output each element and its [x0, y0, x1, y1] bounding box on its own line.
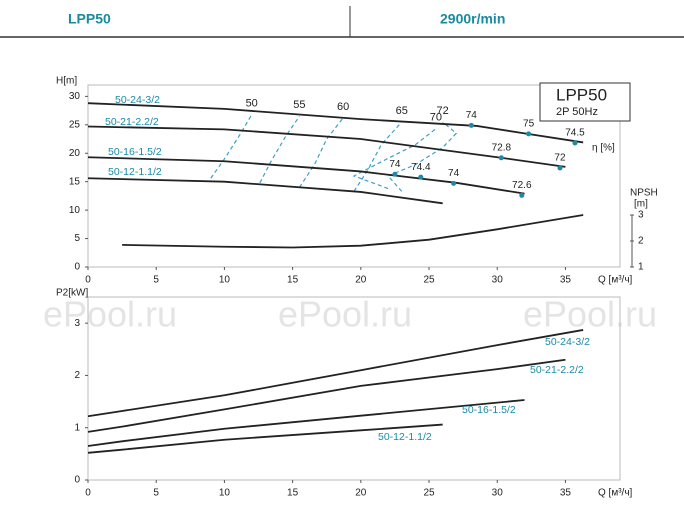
efficiency-label: η [%] — [592, 143, 615, 154]
y2-tick-label: 3 — [638, 210, 644, 221]
y-tick-label: 3 — [74, 318, 80, 329]
efficiency-point-label: 74 — [448, 168, 460, 179]
x-tick-label: 20 — [355, 275, 367, 286]
legend-subtitle: 2P 50Hz — [556, 106, 598, 118]
x-tick-label: 5 — [153, 488, 159, 499]
y-tick-label: 30 — [69, 91, 81, 102]
x-tick-label: 10 — [219, 488, 231, 499]
header-speed: 2900r/min — [440, 11, 505, 27]
efficiency-point-label: 75 — [523, 119, 535, 130]
y-tick-label: 2 — [74, 370, 80, 381]
y-tick-label: 0 — [74, 475, 80, 486]
x-tick-label: 0 — [85, 275, 91, 286]
series-label: 50-21-2.2/2 — [530, 364, 584, 376]
efficiency-point — [468, 122, 474, 128]
efficiency-point — [572, 140, 578, 146]
efficiency-contour — [298, 117, 344, 188]
watermark: ePool.ru — [43, 294, 177, 335]
efficiency-point — [418, 174, 424, 180]
x-tick-label: 15 — [287, 275, 299, 286]
y-tick-label: 0 — [74, 262, 80, 273]
contour-label: 72 — [437, 105, 449, 117]
y2-axis-unit: [m] — [634, 199, 648, 210]
x-tick-label: 35 — [560, 275, 572, 286]
x-axis-label: Q [м³/ч] — [598, 488, 633, 499]
series-line — [87, 329, 584, 418]
y2-tick-label: 2 — [638, 236, 644, 247]
efficiency-point — [392, 171, 398, 177]
series-label: 50-12-1.1/2 — [108, 166, 162, 178]
series-line — [87, 125, 566, 168]
series-line — [87, 156, 525, 195]
efficiency-point-label: 74.4 — [411, 162, 431, 173]
x-tick-label: 25 — [423, 488, 435, 499]
x-tick-label: 20 — [355, 488, 367, 499]
y-tick-label: 10 — [69, 205, 81, 216]
series-line — [87, 423, 443, 454]
y-tick-label: 1 — [74, 422, 80, 433]
plot-frame — [87, 296, 621, 481]
efficiency-contour — [210, 114, 253, 179]
y-tick-label: 25 — [69, 119, 81, 130]
legend-title: LPP50 — [556, 85, 607, 104]
series-line — [122, 214, 584, 249]
efficiency-point — [519, 192, 525, 198]
series-line — [87, 358, 566, 433]
efficiency-point-label: 74 — [389, 159, 401, 170]
contour-label: 50 — [246, 97, 258, 109]
contour-label: 65 — [396, 105, 408, 117]
legend-box — [539, 82, 631, 122]
y2-axis-label: NPSH — [630, 188, 658, 199]
contour-label: 60 — [337, 101, 349, 113]
series-label: 50-16-1.5/2 — [462, 404, 516, 416]
x-tick-label: 10 — [219, 275, 231, 286]
x-tick-label: 25 — [423, 275, 435, 286]
y-tick-label: 20 — [69, 148, 81, 159]
header-model: LPP50 — [68, 11, 111, 27]
x-tick-label: 15 — [287, 488, 299, 499]
efficiency-contour — [387, 121, 458, 192]
efficiency-point — [451, 180, 457, 186]
series-label: 50-24-3/2 — [115, 94, 160, 106]
x-tick-label: 5 — [153, 275, 159, 286]
efficiency-point — [557, 165, 563, 171]
x-axis-label: Q [м³/ч] — [598, 275, 633, 286]
efficiency-point — [498, 155, 504, 161]
efficiency-point-label: 72.8 — [492, 142, 512, 153]
efficiency-point-label: 72.6 — [512, 180, 532, 191]
contour-label: 55 — [293, 99, 305, 111]
efficiency-point-label: 74.5 — [565, 128, 585, 139]
x-tick-label: 35 — [560, 488, 572, 499]
series-label: 50-21-2.2/2 — [105, 116, 159, 128]
series-label: 50-24-3/2 — [545, 336, 590, 348]
contour-label: 70 — [430, 112, 442, 124]
series-line — [87, 102, 584, 144]
x-tick-label: 0 — [85, 488, 91, 499]
series-label: 50-12-1.1/2 — [378, 431, 432, 443]
y-tick-label: 5 — [74, 233, 80, 244]
series-label: 50-16-1.5/2 — [108, 146, 162, 158]
efficiency-point-label: 74 — [466, 110, 478, 121]
watermark: ePool.ru — [523, 294, 657, 335]
watermark: ePool.ru — [278, 294, 412, 335]
x-tick-label: 30 — [492, 488, 504, 499]
x-tick-label: 30 — [492, 275, 504, 286]
efficiency-point-label: 72 — [554, 153, 566, 164]
efficiency-contour — [353, 121, 403, 192]
y-axis-label: H[m] — [56, 76, 77, 87]
y-axis-label: P2[kW] — [56, 288, 88, 299]
y-tick-label: 15 — [69, 176, 81, 187]
efficiency-contour — [259, 115, 300, 184]
efficiency-contour — [352, 128, 437, 190]
plot-frame — [87, 84, 621, 268]
header-band — [0, 0, 684, 38]
series-line — [87, 177, 443, 205]
efficiency-point — [526, 131, 532, 137]
y2-tick-label: 1 — [638, 262, 644, 273]
series-line — [87, 399, 525, 447]
